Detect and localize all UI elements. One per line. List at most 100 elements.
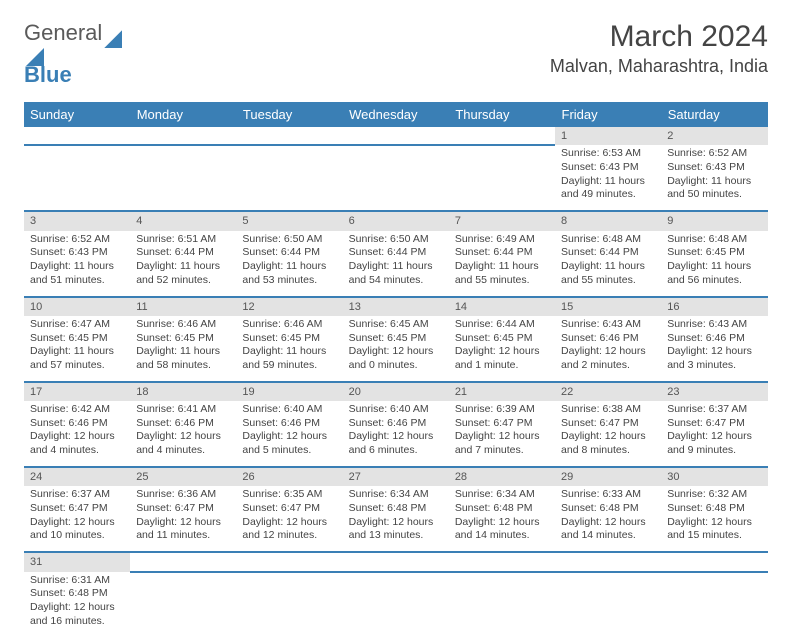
daylight-text-2: and 0 minutes. — [349, 359, 443, 373]
day-number — [555, 552, 661, 571]
daylight-text-2: and 14 minutes. — [455, 529, 549, 543]
sunset-text: Sunset: 6:47 PM — [136, 502, 230, 516]
daylight-text-1: Daylight: 12 hours — [242, 430, 336, 444]
day-number: 31 — [24, 552, 130, 571]
day-header: Wednesday — [343, 102, 449, 127]
sunrise-text: Sunrise: 6:34 AM — [349, 488, 443, 502]
daylight-text-2: and 51 minutes. — [30, 274, 124, 288]
daylight-text-1: Daylight: 11 hours — [30, 260, 124, 274]
day-detail — [130, 145, 236, 211]
daylight-text-1: Daylight: 12 hours — [349, 345, 443, 359]
daylight-text-2: and 8 minutes. — [561, 444, 655, 458]
day-number: 19 — [236, 382, 342, 401]
day-detail — [661, 572, 767, 638]
day-number: 14 — [449, 297, 555, 316]
day-number: 29 — [555, 467, 661, 486]
sunset-text: Sunset: 6:44 PM — [561, 246, 655, 260]
day-number: 27 — [343, 467, 449, 486]
week-number-row: 10111213141516 — [24, 297, 768, 316]
daylight-text-2: and 11 minutes. — [136, 529, 230, 543]
daylight-text-1: Daylight: 11 hours — [242, 345, 336, 359]
sunset-text: Sunset: 6:44 PM — [349, 246, 443, 260]
day-detail: Sunrise: 6:36 AMSunset: 6:47 PMDaylight:… — [130, 486, 236, 552]
week-number-row: 12 — [24, 127, 768, 145]
day-detail: Sunrise: 6:38 AMSunset: 6:47 PMDaylight:… — [555, 401, 661, 467]
daylight-text-2: and 56 minutes. — [667, 274, 761, 288]
sunrise-text: Sunrise: 6:43 AM — [667, 318, 761, 332]
sunrise-text: Sunrise: 6:33 AM — [561, 488, 655, 502]
day-number: 23 — [661, 382, 767, 401]
header: GeneralBlue March 2024 Malvan, Maharasht… — [24, 20, 768, 88]
daylight-text-2: and 15 minutes. — [667, 529, 761, 543]
daylight-text-2: and 3 minutes. — [667, 359, 761, 373]
logo: GeneralBlue — [24, 20, 122, 88]
sunrise-text: Sunrise: 6:38 AM — [561, 403, 655, 417]
daylight-text-1: Daylight: 11 hours — [667, 260, 761, 274]
sunrise-text: Sunrise: 6:42 AM — [30, 403, 124, 417]
daylight-text-2: and 7 minutes. — [455, 444, 549, 458]
day-number: 30 — [661, 467, 767, 486]
day-number: 8 — [555, 211, 661, 230]
sunrise-text: Sunrise: 6:36 AM — [136, 488, 230, 502]
sunrise-text: Sunrise: 6:41 AM — [136, 403, 230, 417]
day-number — [449, 127, 555, 145]
sunrise-text: Sunrise: 6:40 AM — [242, 403, 336, 417]
daylight-text-2: and 4 minutes. — [136, 444, 230, 458]
day-number: 16 — [661, 297, 767, 316]
daylight-text-2: and 58 minutes. — [136, 359, 230, 373]
sunrise-text: Sunrise: 6:51 AM — [136, 233, 230, 247]
daylight-text-2: and 14 minutes. — [561, 529, 655, 543]
sunset-text: Sunset: 6:48 PM — [455, 502, 549, 516]
sunrise-text: Sunrise: 6:35 AM — [242, 488, 336, 502]
daylight-text-2: and 55 minutes. — [561, 274, 655, 288]
sunset-text: Sunset: 6:47 PM — [30, 502, 124, 516]
day-detail — [449, 572, 555, 638]
sunset-text: Sunset: 6:44 PM — [242, 246, 336, 260]
day-detail — [555, 572, 661, 638]
sunset-text: Sunset: 6:43 PM — [30, 246, 124, 260]
day-detail: Sunrise: 6:53 AMSunset: 6:43 PMDaylight:… — [555, 145, 661, 211]
day-detail: Sunrise: 6:32 AMSunset: 6:48 PMDaylight:… — [661, 486, 767, 552]
daylight-text-2: and 10 minutes. — [30, 529, 124, 543]
sunset-text: Sunset: 6:46 PM — [561, 332, 655, 346]
sunset-text: Sunset: 6:46 PM — [667, 332, 761, 346]
day-detail: Sunrise: 6:45 AMSunset: 6:45 PMDaylight:… — [343, 316, 449, 382]
week-detail-row: Sunrise: 6:42 AMSunset: 6:46 PMDaylight:… — [24, 401, 768, 467]
day-number: 4 — [130, 211, 236, 230]
day-detail: Sunrise: 6:43 AMSunset: 6:46 PMDaylight:… — [661, 316, 767, 382]
sunrise-text: Sunrise: 6:46 AM — [242, 318, 336, 332]
sunset-text: Sunset: 6:48 PM — [349, 502, 443, 516]
daylight-text-1: Daylight: 11 hours — [136, 345, 230, 359]
daylight-text-2: and 50 minutes. — [667, 188, 761, 202]
sunset-text: Sunset: 6:48 PM — [30, 587, 124, 601]
sunset-text: Sunset: 6:47 PM — [561, 417, 655, 431]
day-number: 20 — [343, 382, 449, 401]
sunset-text: Sunset: 6:45 PM — [136, 332, 230, 346]
day-detail: Sunrise: 6:43 AMSunset: 6:46 PMDaylight:… — [555, 316, 661, 382]
sunrise-text: Sunrise: 6:52 AM — [667, 147, 761, 161]
daylight-text-1: Daylight: 12 hours — [561, 430, 655, 444]
day-detail: Sunrise: 6:42 AMSunset: 6:46 PMDaylight:… — [24, 401, 130, 467]
title-block: March 2024 Malvan, Maharashtra, India — [550, 20, 768, 77]
day-number — [236, 552, 342, 571]
daylight-text-2: and 12 minutes. — [242, 529, 336, 543]
daylight-text-2: and 5 minutes. — [242, 444, 336, 458]
daylight-text-1: Daylight: 12 hours — [455, 516, 549, 530]
day-number: 21 — [449, 382, 555, 401]
daylight-text-1: Daylight: 12 hours — [667, 345, 761, 359]
day-number — [343, 552, 449, 571]
day-number: 13 — [343, 297, 449, 316]
week-detail-row: Sunrise: 6:52 AMSunset: 6:43 PMDaylight:… — [24, 231, 768, 297]
day-detail: Sunrise: 6:40 AMSunset: 6:46 PMDaylight:… — [343, 401, 449, 467]
day-detail: Sunrise: 6:46 AMSunset: 6:45 PMDaylight:… — [236, 316, 342, 382]
day-detail — [236, 572, 342, 638]
page-title: March 2024 — [550, 20, 768, 54]
sunset-text: Sunset: 6:45 PM — [349, 332, 443, 346]
calendar-head: SundayMondayTuesdayWednesdayThursdayFrid… — [24, 102, 768, 127]
sail-icon — [104, 30, 122, 48]
daylight-text-2: and 55 minutes. — [455, 274, 549, 288]
daylight-text-2: and 53 minutes. — [242, 274, 336, 288]
day-number: 11 — [130, 297, 236, 316]
day-number: 3 — [24, 211, 130, 230]
daylight-text-1: Daylight: 12 hours — [667, 516, 761, 530]
